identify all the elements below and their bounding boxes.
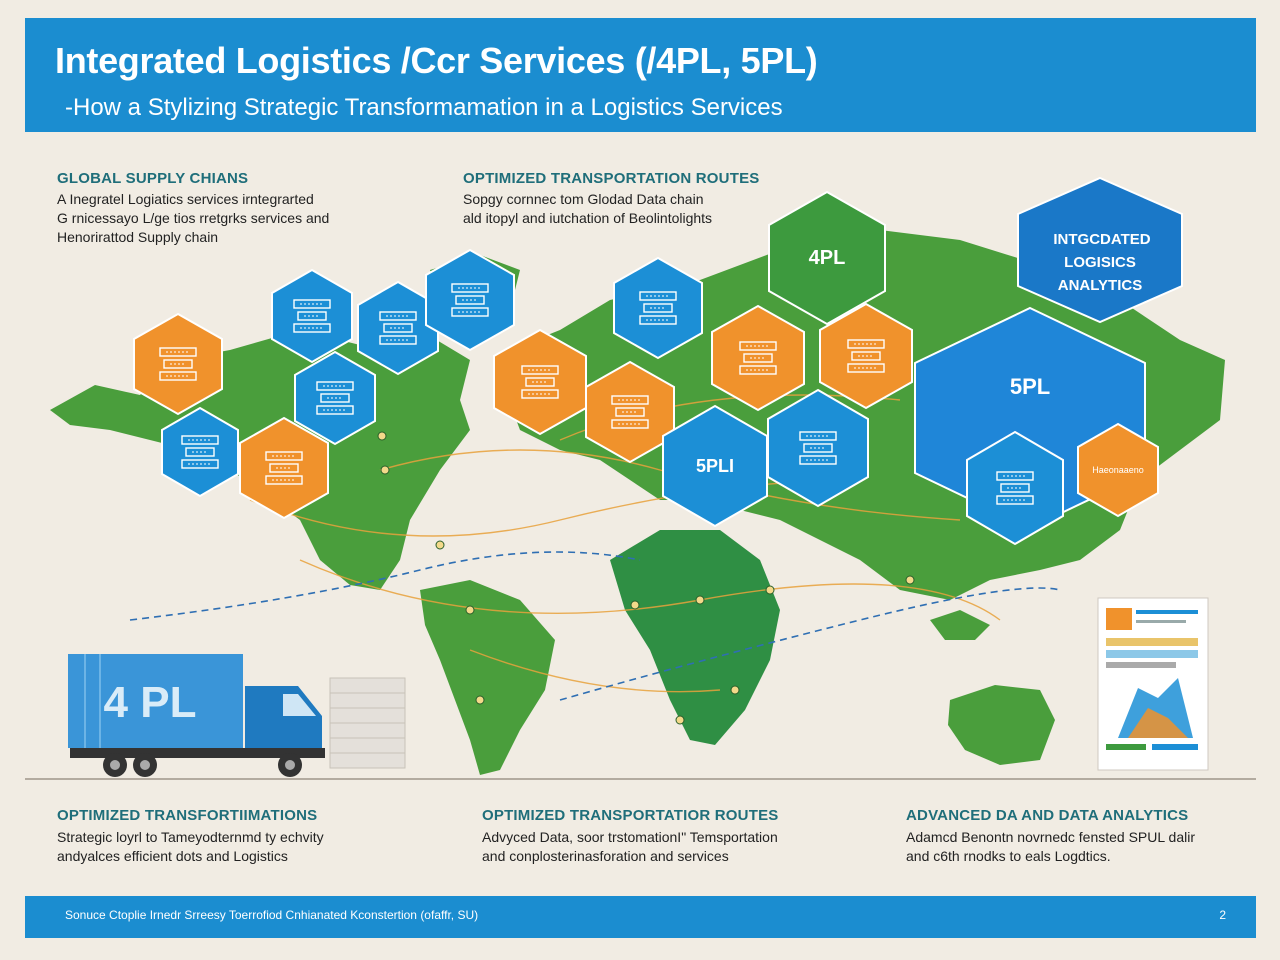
- hex-mid-orange-4: [819, 302, 913, 410]
- hex-mid-blue-1: [425, 248, 515, 352]
- world-map-illustration: 4PL 5PLI INTGCDATED LOGISICS ANALYTICS 5…: [50, 176, 1225, 777]
- report-document-icon: [1097, 597, 1209, 771]
- hex-left-blue-3: [294, 350, 376, 446]
- hex-mid-orange-3: [711, 304, 805, 412]
- text-line: G rnicessayo L/ge tios rretgrks services…: [57, 210, 330, 226]
- footer-source: Sonuce Ctoplie Irnedr Srreesy Toerrofiod…: [65, 908, 479, 922]
- header-banner: Integrated Logistics /Ccr Services (/4PL…: [25, 18, 1256, 132]
- hex-left-blue-1: [271, 268, 353, 364]
- hex-left-orange-2: [239, 416, 329, 520]
- small-hex-label: Haeonaaeno: [1092, 465, 1144, 475]
- africa: [610, 530, 780, 745]
- ground-line: [25, 778, 1256, 780]
- hex-5pl-label: 5PL: [1010, 374, 1050, 399]
- dashed-routes: [129, 551, 1061, 701]
- text-line: andyalces efficient dots and Logistics: [57, 848, 288, 864]
- hex-analytics-blue: INTGCDATED LOGISICS ANALYTICS: [1017, 176, 1183, 324]
- section-text-data-analytics: Adamcd Benontn novrnedc fensted SPUL dal…: [906, 828, 1195, 866]
- hex-4pl-label: 4PL: [809, 247, 846, 269]
- hex-mid-blue-3: [767, 388, 869, 508]
- page-number: 2: [1219, 908, 1226, 922]
- text-line: ald itopyl and iutchation of Beolintolig…: [463, 210, 713, 226]
- hex-small-orange: Haeonaaeno: [1077, 422, 1159, 518]
- hex-left-orange-1: [133, 312, 223, 416]
- section-title-data-analytics: ADVANCED DA AND DATA ANALYTICS: [906, 807, 1189, 824]
- section-text-global-supply: A Inegratel Logiatics services irntegrar…: [57, 190, 329, 247]
- analytics-label-line: ANALYTICS: [1058, 277, 1142, 294]
- section-text-transformations: Strategic loyrl to Tameyodternmd ty echv…: [57, 828, 324, 866]
- truck-cargo-box: [68, 654, 243, 748]
- section-title-global-supply: GLOBAL SUPPLY CHIANS: [57, 170, 249, 187]
- analytics-label-line: INTGCDATED: [1053, 231, 1150, 248]
- south-america: [420, 580, 555, 775]
- hex-mid-blue-2: [613, 256, 703, 360]
- truck-label: 4 PL: [104, 678, 197, 727]
- text-line: Strategic loyrl to Tameyodternmd ty echv…: [57, 829, 324, 845]
- hexagon-cluster: 4PL 5PLI INTGCDATED LOGISICS ANALYTICS 5…: [133, 176, 1183, 546]
- section-text-transport-routes: Sopgy cornnec tom Glodad Data chain ald …: [463, 190, 712, 228]
- truck-illustration: 4 PL: [68, 654, 406, 777]
- section-title-transport-routes-2: OPTIMIZED TRANSPORTATIOR ROUTES: [482, 807, 779, 824]
- hex-mid-orange-2: [585, 360, 675, 464]
- text-line: Henorirattod Supply chain: [57, 229, 219, 245]
- australia: [948, 685, 1055, 765]
- text-line: and conplosterinasforation and services: [482, 848, 729, 864]
- footer-bar: Sonuce Ctoplie Irnedr Srreesy Toerrofiod…: [25, 896, 1256, 938]
- section-text-transport-routes-2: Advyced Data, soor trstomationI" Temspor…: [482, 828, 778, 866]
- text-line: Sopgy cornnec tom Glodad Data chain: [463, 191, 704, 207]
- text-line: and c6th rnodks to eals Logdtics.: [906, 848, 1111, 864]
- hex-left-blue-4: [161, 406, 239, 498]
- hex-inner-blue: [966, 430, 1064, 546]
- route-nodes: [377, 325, 1025, 725]
- section-title-transport-routes: OPTIMIZED TRANSPORTATION ROUTES: [463, 170, 760, 187]
- hex-4pl-green: 4PL: [768, 190, 886, 326]
- page-subtitle: -How a Stylizing Strategic Transformamat…: [65, 94, 783, 121]
- analytics-label-line: LOGISICS: [1064, 254, 1136, 271]
- hex-mid-orange-1: [493, 328, 587, 436]
- page-title: Integrated Logistics /Ccr Services (/4PL…: [55, 40, 818, 81]
- text-line: Adamcd Benontn novrnedc fensted SPUL dal…: [906, 829, 1195, 845]
- text-line: A Inegratel Logiatics services irntegrar…: [57, 191, 314, 207]
- southeast-asia-islands: [930, 610, 990, 640]
- hex-5pli-label: 5PLI: [696, 456, 734, 476]
- text-line: Advyced Data, soor trstomationI" Temspor…: [482, 829, 778, 845]
- section-title-transformations: OPTIMIZED TRANSFORTIIMATIONS: [57, 807, 318, 824]
